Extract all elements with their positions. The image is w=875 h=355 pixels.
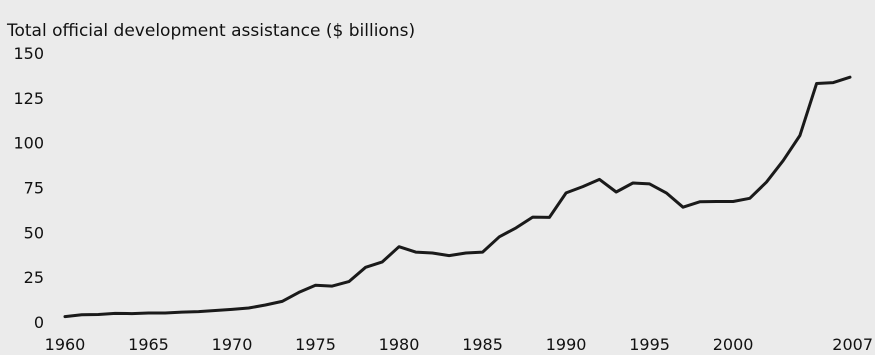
series-line [63, 75, 852, 319]
x-tick-label: 2007 [832, 335, 873, 354]
y-tick-label: 125 [13, 89, 44, 108]
x-tick-label: 1980 [379, 335, 420, 354]
x-tick-label: 1975 [295, 335, 336, 354]
x-tick-label: 1970 [212, 335, 253, 354]
x-tick-label: 2000 [713, 335, 754, 354]
y-tick-label: 75 [24, 179, 44, 198]
x-tick-label: 1960 [45, 335, 86, 354]
y-tick-label: 0 [34, 313, 44, 332]
x-tick-labels: 1960 1965 1970 1975 1980 1985 1990 1995 2000 2007 [45, 335, 873, 354]
y-axis-label: Total official development assistance ($… [6, 21, 415, 41]
x-tick-label: 1990 [546, 335, 587, 354]
y-tick-label: 25 [24, 268, 44, 287]
y-tick-labels: 0 25 50 75 100 125 150 [13, 44, 44, 332]
series-layer [63, 75, 852, 319]
y-tick-label: 100 [13, 134, 44, 153]
y-tick-label: 150 [13, 44, 44, 63]
x-tick-label: 1985 [462, 335, 503, 354]
y-tick-label: 50 [24, 223, 44, 242]
x-tick-label: 1965 [128, 335, 169, 354]
x-tick-label: 1995 [629, 335, 670, 354]
